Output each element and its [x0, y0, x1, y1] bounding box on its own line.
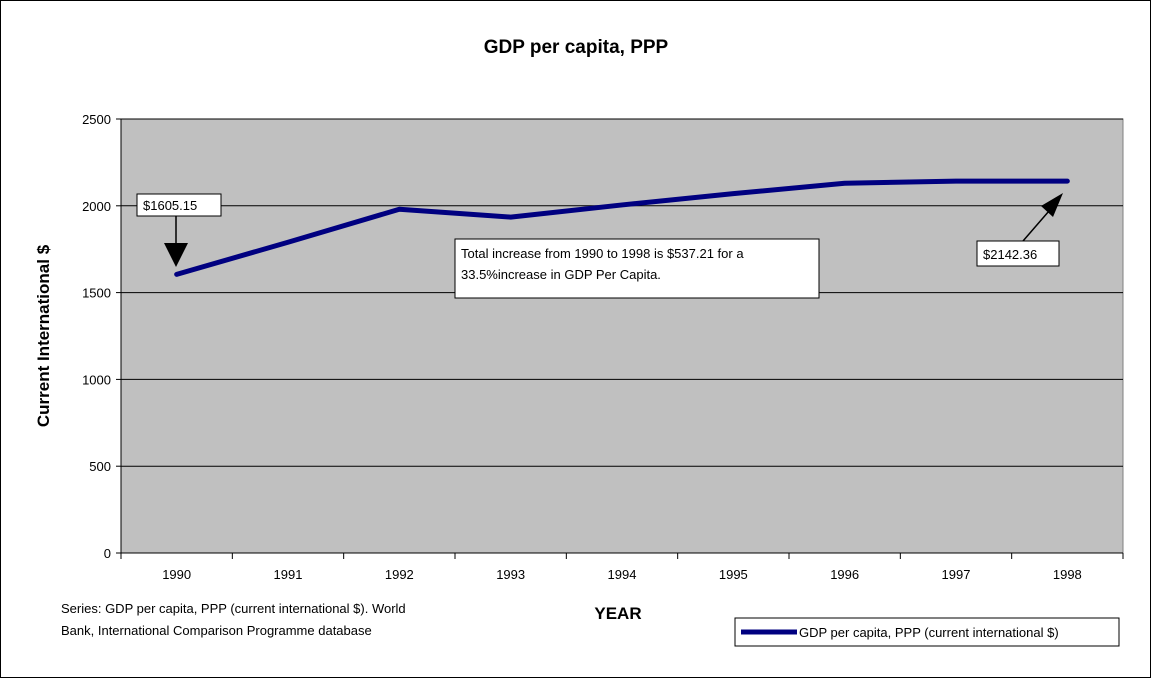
y-axis-title: Current International $ — [34, 244, 53, 427]
data-point — [955, 180, 957, 182]
y-tick-label: 500 — [89, 459, 111, 474]
x-tick-label: 1996 — [830, 567, 859, 582]
y-tick-label: 0 — [104, 546, 111, 561]
end-value-callout: $2142.36 — [976, 193, 1063, 267]
source-line-1: Series: GDP per capita, PPP (current int… — [61, 601, 406, 616]
x-tick-label: 1992 — [385, 567, 414, 582]
data-point — [398, 208, 400, 210]
start-callout-box — [136, 193, 222, 217]
data-point — [621, 204, 623, 206]
x-tick-label: 1995 — [719, 567, 748, 582]
plot-area — [120, 118, 1124, 554]
x-tick-label: 1994 — [608, 567, 637, 582]
x-tick-label: 1997 — [942, 567, 971, 582]
x-tick-label: 1990 — [162, 567, 191, 582]
end-callout-box — [976, 240, 1060, 267]
x-axis-title: YEAR — [594, 604, 641, 623]
legend: GDP per capita, PPP (current internation… — [734, 617, 1120, 647]
summary-line-1: Total increase from 1990 to 1998 is $537… — [461, 246, 744, 261]
data-point — [844, 182, 846, 184]
axes — [116, 118, 1124, 559]
legend-label: GDP per capita, PPP (current internation… — [799, 625, 1059, 640]
data-point — [510, 216, 512, 218]
end-arrow-head — [1041, 193, 1063, 217]
legend-box — [734, 617, 1120, 647]
data-point — [1066, 180, 1068, 182]
summary-callout: Total increase from 1990 to 1998 is $537… — [454, 238, 820, 299]
y-tick-label: 1000 — [82, 372, 111, 387]
start-value-callout: $1605.15 — [136, 193, 222, 267]
y-tick-label: 2500 — [82, 112, 111, 127]
start-arrow-head — [164, 243, 188, 267]
source-line-2: Bank, International Comparison Programme… — [61, 623, 372, 638]
y-tick-label: 2000 — [82, 199, 111, 214]
x-tick-label: 1991 — [274, 567, 303, 582]
x-tick-label: 1998 — [1053, 567, 1082, 582]
end-arrow-shaft — [1022, 210, 1050, 242]
summary-callout-box — [454, 238, 820, 299]
data-point — [287, 241, 289, 243]
y-tick-labels: 0 500 1000 1500 2000 2500 — [82, 112, 111, 561]
summary-line-2: 33.5%increase in GDP Per Capita. — [461, 267, 661, 282]
x-tick-label: 1993 — [496, 567, 525, 582]
data-point — [732, 193, 734, 195]
data-series — [174, 178, 1070, 277]
end-callout-label: $2142.36 — [983, 247, 1037, 262]
data-point — [176, 273, 178, 275]
x-tick-labels: 1990 1991 1992 1993 1994 1995 1996 1997 1998 — [162, 567, 1082, 582]
chart-title: GDP per capita, PPP — [484, 37, 669, 58]
y-tick-label: 1500 — [82, 286, 111, 301]
start-callout-label: $1605.15 — [143, 198, 197, 213]
